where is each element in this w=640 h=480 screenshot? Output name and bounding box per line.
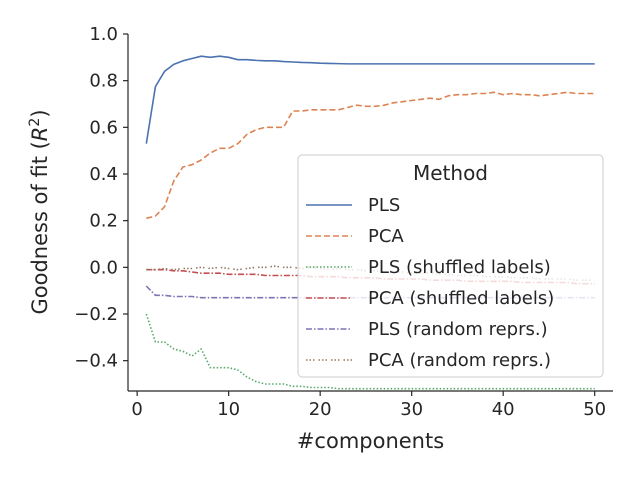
- legend-title: Method: [413, 161, 488, 185]
- series-line-2: [145, 313, 595, 390]
- y-axis-label-exponent: 2: [27, 118, 43, 127]
- y-tick-label: 1.0: [89, 24, 118, 45]
- y-tick-label: −0.2: [74, 304, 118, 325]
- legend-label-4: PLS (random reprs.): [368, 319, 548, 340]
- y-tick-label: 0.8: [89, 71, 118, 92]
- x-tick-label: 0: [131, 399, 142, 420]
- ticks-layer: 0 10 20 30 40 50 −0.4 −0.2 0.0 0.2 0.4 0.6 0.8 1.0: [74, 24, 606, 420]
- y-axis-label-paren-open: (: [28, 141, 52, 156]
- y-axis-label: Goodness of fit (R2): [27, 109, 52, 314]
- series-line-1: [146, 91, 595, 220]
- legend-label-0: PLS: [368, 195, 400, 216]
- legend-label-3: PCA (shuffled labels): [368, 288, 554, 309]
- x-tick-label: 30: [400, 399, 423, 420]
- axes-layer: [127, 34, 613, 392]
- x-axis-label: #components: [297, 429, 444, 453]
- legend-label-2: PLS (shuffled labels): [368, 257, 551, 278]
- y-axis-label-symbol: R: [28, 127, 52, 142]
- y-axis-label-paren-close: ): [28, 109, 52, 117]
- legend-frame: [297, 154, 604, 378]
- legend-label-1: PCA: [368, 226, 404, 247]
- y-tick-label: 0.4: [89, 164, 118, 185]
- x-tick-label: 40: [492, 399, 515, 420]
- y-tick-label: 0.2: [89, 211, 118, 232]
- x-tick-label: 10: [217, 399, 240, 420]
- legend: Method PLS PCA PLS (shuffled labels) PCA (s…: [297, 154, 604, 378]
- legend-label-5: PCA (random reprs.): [368, 350, 551, 371]
- y-tick-label: 0.0: [89, 257, 118, 278]
- series-line-3: [146, 268, 595, 285]
- y-tick-label: 0.6: [89, 117, 118, 138]
- series-line-0: [145, 55, 595, 144]
- x-tick-label: 50: [583, 399, 606, 420]
- y-tick-label: −0.4: [74, 351, 118, 372]
- y-axis-label-text: Goodness of fit: [28, 156, 52, 314]
- x-tick-label: 20: [309, 399, 332, 420]
- legend-entries: PLS PCA PLS (shuffled labels) PCA (shuffled…: [306, 195, 554, 371]
